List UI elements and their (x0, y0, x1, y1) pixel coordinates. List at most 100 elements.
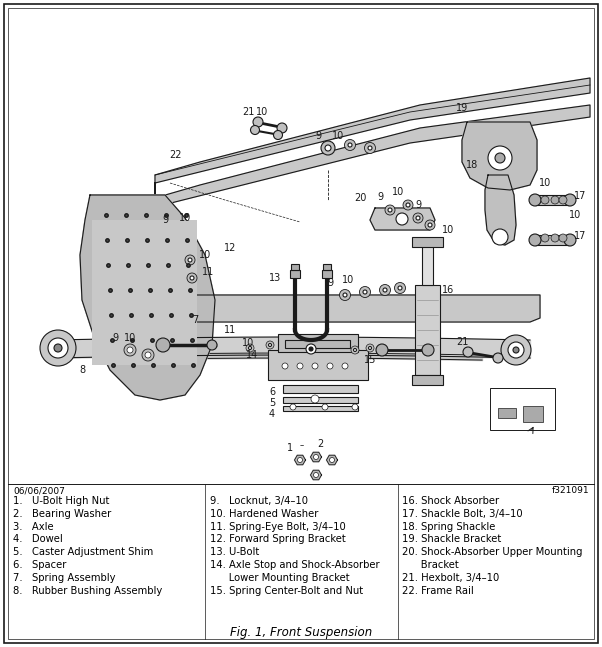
Circle shape (564, 234, 576, 246)
Circle shape (551, 196, 559, 204)
Text: 9: 9 (112, 333, 118, 343)
Text: 21: 21 (242, 107, 254, 117)
Text: 10: 10 (242, 338, 254, 348)
Text: 11: 11 (202, 267, 214, 277)
Circle shape (363, 290, 367, 294)
Text: 9: 9 (315, 131, 321, 141)
Circle shape (322, 404, 328, 410)
Circle shape (425, 220, 435, 230)
Circle shape (249, 347, 252, 349)
Polygon shape (155, 295, 540, 322)
Text: 17: 17 (574, 191, 586, 201)
Text: 17. Shackle Bolt, 3/4–10: 17. Shackle Bolt, 3/4–10 (402, 509, 523, 519)
Bar (523, 406, 543, 422)
Text: 11: 11 (224, 325, 236, 335)
Circle shape (413, 213, 423, 223)
Text: 10: 10 (342, 275, 354, 285)
Bar (268, 350, 368, 380)
Text: 13. U-Bolt: 13. U-Bolt (210, 547, 259, 557)
Circle shape (559, 234, 567, 242)
Circle shape (207, 340, 217, 350)
Circle shape (406, 203, 410, 207)
Circle shape (327, 363, 333, 369)
Circle shape (343, 293, 347, 297)
Polygon shape (485, 175, 516, 245)
Text: –: – (300, 441, 304, 450)
Text: 8: 8 (79, 365, 85, 375)
Circle shape (398, 286, 402, 290)
Text: 9: 9 (377, 192, 383, 202)
Circle shape (48, 338, 68, 358)
Polygon shape (155, 78, 590, 207)
Circle shape (266, 341, 274, 349)
Circle shape (342, 363, 348, 369)
Text: 10. Hardened Washer: 10. Hardened Washer (210, 509, 318, 519)
Polygon shape (311, 452, 321, 462)
Circle shape (187, 273, 197, 283)
Circle shape (551, 234, 559, 242)
Circle shape (127, 347, 133, 353)
Polygon shape (462, 122, 537, 190)
Bar (422, 245, 433, 285)
Text: 9.   Locknut, 3/4–10: 9. Locknut, 3/4–10 (210, 496, 308, 506)
Bar (285, 340, 350, 348)
Circle shape (246, 344, 254, 352)
Circle shape (314, 454, 318, 459)
Circle shape (40, 330, 76, 366)
Circle shape (366, 344, 374, 352)
Text: 11. Spring-Eye Bolt, 3/4–10: 11. Spring-Eye Bolt, 3/4–10 (210, 521, 346, 532)
Circle shape (541, 196, 549, 204)
Text: 4.   Dowel: 4. Dowel (13, 534, 63, 544)
Circle shape (329, 457, 335, 463)
Circle shape (325, 145, 331, 151)
Circle shape (250, 126, 259, 135)
Polygon shape (80, 195, 215, 400)
Text: 10: 10 (124, 333, 136, 343)
Text: 06/06/2007: 06/06/2007 (13, 486, 65, 495)
Text: 10: 10 (332, 131, 344, 141)
Text: 9: 9 (327, 278, 333, 288)
Circle shape (142, 349, 154, 361)
Bar (490, 388, 555, 430)
Text: 10: 10 (199, 250, 211, 260)
Circle shape (368, 146, 372, 150)
Text: 4: 4 (269, 409, 275, 419)
Polygon shape (155, 295, 540, 322)
Text: 17: 17 (574, 231, 586, 241)
Circle shape (277, 123, 287, 133)
Text: 14. Axle Stop and Shock-Absorber: 14. Axle Stop and Shock-Absorber (210, 560, 380, 570)
Text: 7: 7 (192, 315, 198, 325)
Text: 1: 1 (287, 443, 293, 453)
Text: Bracket: Bracket (402, 560, 459, 570)
Polygon shape (462, 122, 537, 190)
Circle shape (188, 258, 192, 262)
Circle shape (156, 338, 170, 352)
Bar (535, 195, 570, 205)
Text: 8.   Rubber Bushing Assembly: 8. Rubber Bushing Assembly (13, 586, 163, 596)
Circle shape (383, 288, 387, 292)
Polygon shape (326, 455, 338, 465)
Circle shape (564, 194, 576, 206)
Bar (412, 237, 443, 247)
Text: 16: 16 (442, 285, 454, 295)
Circle shape (559, 196, 567, 204)
Circle shape (416, 216, 420, 220)
Circle shape (379, 285, 391, 296)
Polygon shape (370, 208, 435, 230)
Circle shape (463, 347, 473, 357)
Circle shape (145, 352, 151, 358)
Bar (322, 270, 332, 278)
Circle shape (352, 404, 358, 410)
Circle shape (321, 141, 335, 155)
Text: 2: 2 (317, 439, 323, 449)
Circle shape (359, 287, 370, 298)
Text: 6.   Spacer: 6. Spacer (13, 560, 66, 570)
Circle shape (394, 283, 406, 294)
Text: 20. Shock-Absorber Upper Mounting: 20. Shock-Absorber Upper Mounting (402, 547, 583, 557)
Circle shape (495, 153, 505, 163)
Circle shape (124, 344, 136, 356)
Text: 10: 10 (569, 210, 581, 220)
Bar (92, 220, 197, 365)
Circle shape (340, 289, 350, 300)
Text: 2.   Bearing Washer: 2. Bearing Washer (13, 509, 111, 519)
